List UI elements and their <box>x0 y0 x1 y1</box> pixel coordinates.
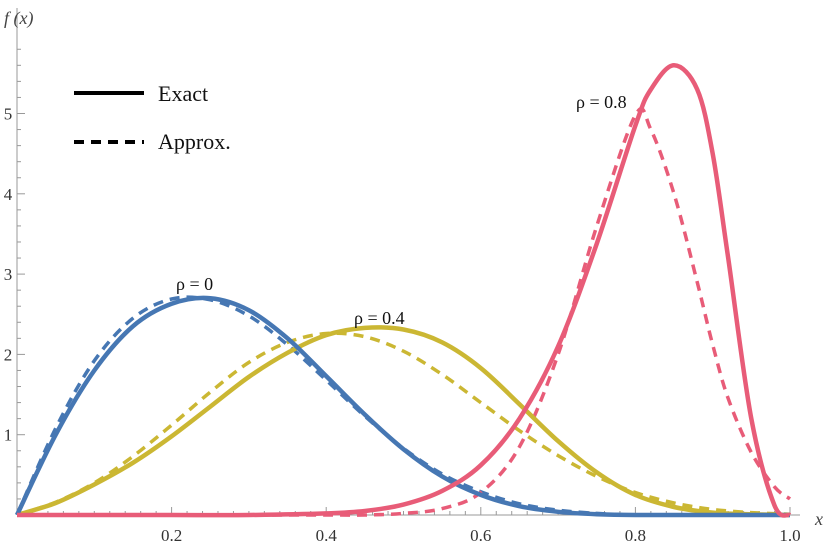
axes <box>16 8 800 516</box>
legend: Exact Approx. <box>74 81 231 154</box>
y-tick-label: 1 <box>4 426 13 445</box>
annotation-rho-0-4: ρ = 0.4 <box>354 308 405 328</box>
x-tick-label: 0.6 <box>470 526 491 545</box>
x-tick-label: 0.4 <box>316 526 338 545</box>
x-tick-label: 1.0 <box>779 526 800 545</box>
series-layer <box>14 63 792 518</box>
series-line-rho08-exact <box>17 63 792 518</box>
y-tick-label: 4 <box>4 185 13 204</box>
series-line-rho08-approx <box>17 106 792 517</box>
legend-label-exact: Exact <box>158 81 208 106</box>
annotation-rho-0-8: ρ = 0.8 <box>576 92 627 112</box>
y-tick-label: 5 <box>4 105 13 124</box>
y-axis-label: f (x) <box>4 8 33 29</box>
y-tick-label: 3 <box>4 265 13 284</box>
series-line-rho04-exact <box>16 325 791 518</box>
x-tick-label: 0.8 <box>625 526 646 545</box>
y-axis-ticks: 1 2 3 4 5 <box>4 48 25 500</box>
series-line-rho0-approx <box>15 295 790 517</box>
x-tick-label: 0.2 <box>161 526 182 545</box>
annotation-rho-0: ρ = 0 <box>176 274 213 294</box>
series-line-rho0-exact <box>14 295 790 518</box>
x-axis-label: x <box>814 509 823 529</box>
legend-label-approx: Approx. <box>158 129 231 154</box>
series-line-rho04-approx <box>16 331 791 517</box>
y-tick-label: 2 <box>4 345 13 364</box>
